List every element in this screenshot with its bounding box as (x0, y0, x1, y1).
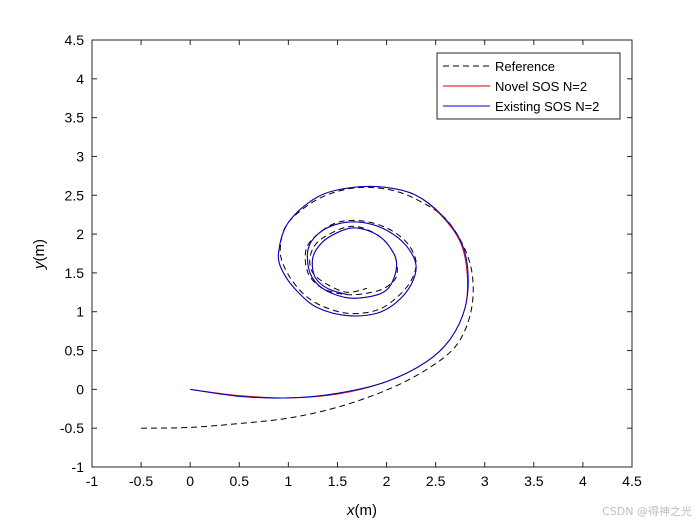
legend-label-novel: Novel SOS N=2 (495, 79, 587, 94)
series-layer (141, 185, 474, 429)
legend-label-existing: Existing SOS N=2 (495, 99, 599, 114)
y-tick-label: 4 (76, 71, 84, 87)
y-tick-label: 2 (76, 226, 84, 242)
y-tick-label: -1 (72, 459, 85, 475)
y-axis-label: y(m) (31, 239, 48, 270)
x-tick-label: 0.5 (230, 473, 250, 489)
y-tick-label: 0 (76, 381, 84, 397)
x-tick-label: -1 (86, 473, 99, 489)
y-tick-label: 3 (76, 148, 84, 164)
x-tick-label: 2 (383, 473, 391, 489)
y-tick-label: 1 (76, 304, 84, 320)
x-tick-label: 3.5 (524, 473, 544, 489)
x-tick-label: 1 (284, 473, 292, 489)
series-existing-sos-line (190, 185, 469, 399)
y-tick-label: 2.5 (65, 187, 85, 203)
x-tick-label: 3 (481, 473, 489, 489)
x-tick-label: -0.5 (129, 473, 153, 489)
y-tick-label: -0.5 (60, 420, 84, 436)
x-tick-label: 0 (186, 473, 194, 489)
x-tick-label: 1.5 (328, 473, 348, 489)
x-tick-label: 4.5 (622, 473, 642, 489)
watermark: CSDN @得神之光 (602, 505, 692, 518)
legend: Reference Novel SOS N=2 Existing SOS N=2 (436, 52, 621, 120)
x-axis-label: x(m) (346, 502, 377, 519)
x-tick-label: 2.5 (426, 473, 446, 489)
y-tick-label: 0.5 (65, 343, 85, 359)
legend-label-reference: Reference (495, 59, 555, 74)
tick-layer: -1 -0.5 0 0.5 1 1.5 2 2.5 3 3.5 4 4.5 -1 -0.5 0 0.5 1 1.5… (60, 32, 642, 489)
x-tick-label: 4 (579, 473, 587, 489)
y-tick-label: 3.5 (65, 110, 85, 126)
series-reference-line (141, 186, 474, 429)
y-tick-label: 4.5 (65, 32, 85, 48)
y-tick-label: 1.5 (65, 265, 85, 281)
